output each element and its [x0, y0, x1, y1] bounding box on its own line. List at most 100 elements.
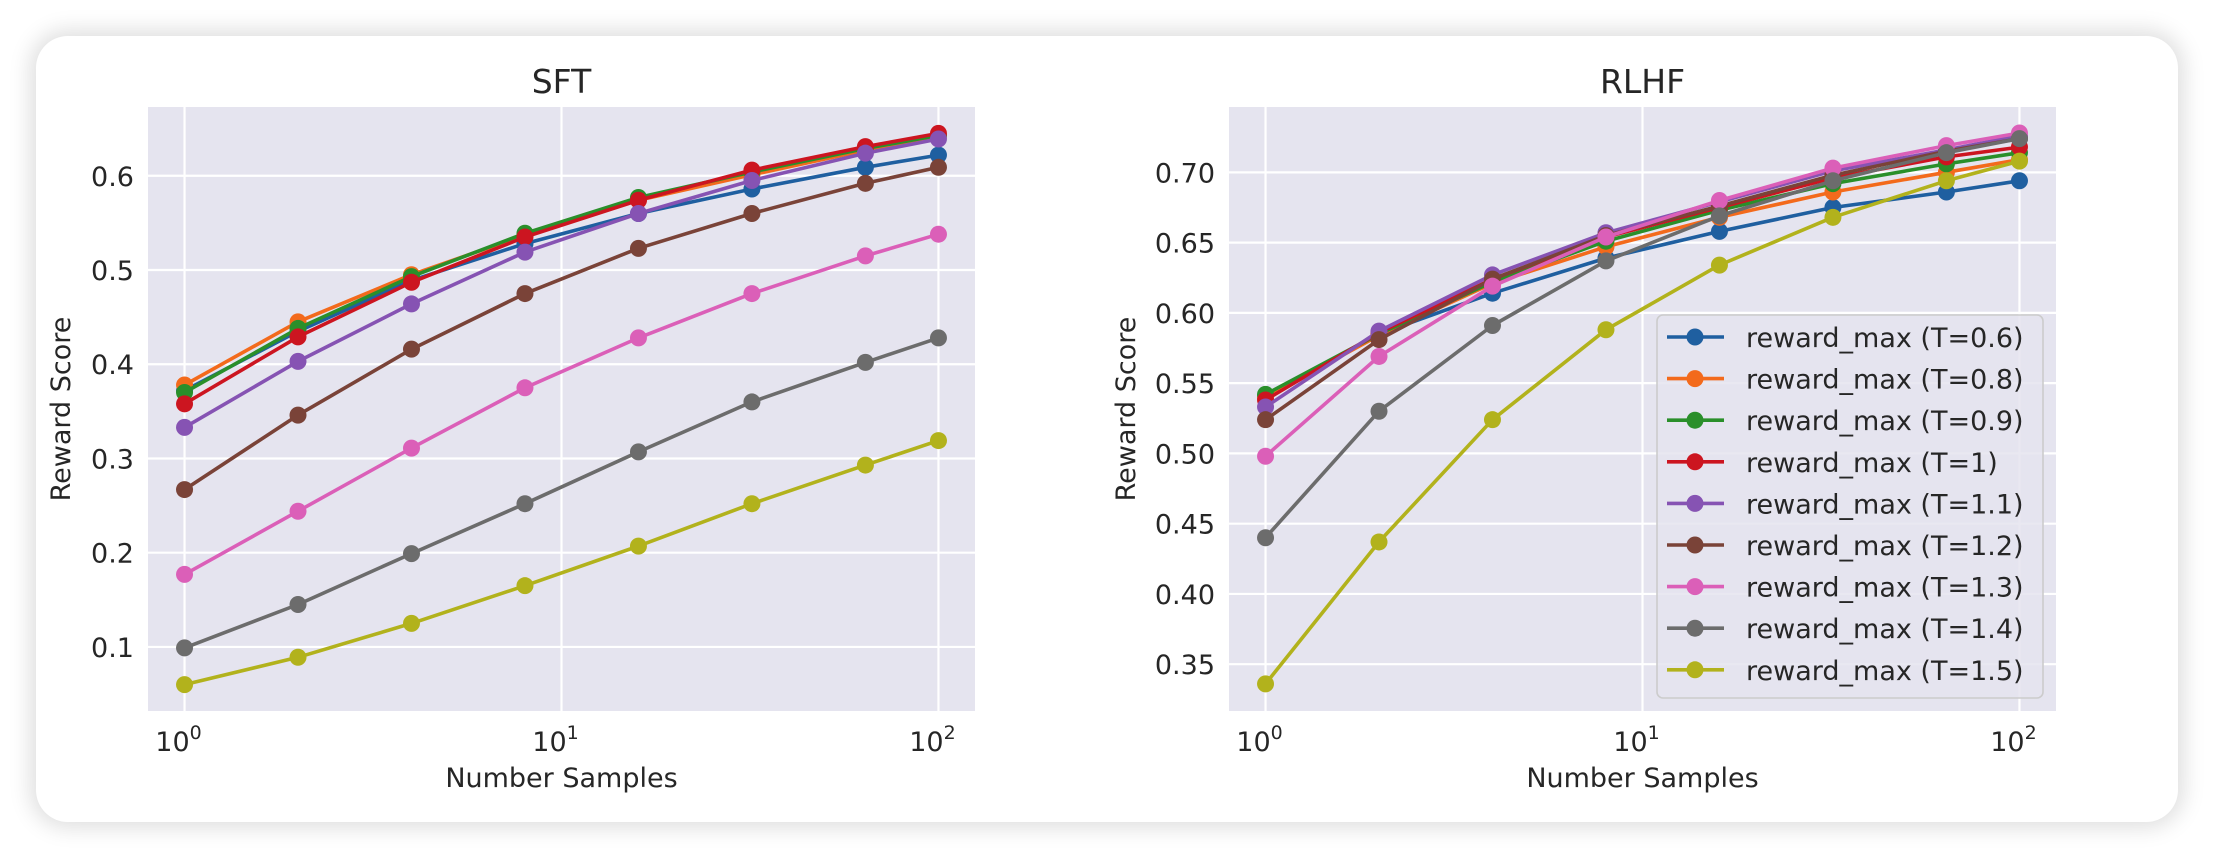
data-point [176, 395, 194, 413]
data-point [402, 614, 420, 632]
x-tick-base: 10 [532, 727, 566, 758]
legend-marker-icon [1686, 411, 1704, 429]
data-point [2010, 130, 2028, 148]
data-point [1257, 411, 1275, 429]
legend-marker-icon [1686, 578, 1704, 596]
x-axis-label: Number Samples [445, 763, 677, 794]
data-point [629, 191, 647, 209]
data-point [289, 328, 307, 346]
data-point [2010, 152, 2028, 170]
data-point [629, 204, 647, 222]
data-point [856, 144, 874, 162]
series-reward-max-t-1-2 [176, 158, 947, 499]
data-point [629, 239, 647, 257]
legend-item: reward_max (T=1.4) [1667, 614, 2024, 645]
data-point [1257, 675, 1275, 693]
chart-title: SFT [532, 62, 592, 101]
x-tick-label: 100 [1236, 722, 1282, 758]
x-tick-exponent: 1 [1648, 722, 1660, 744]
data-point [1824, 159, 1842, 177]
data-point [516, 577, 534, 595]
data-point [929, 225, 947, 243]
legend-label: reward_max (T=1.3) [1746, 573, 2024, 604]
x-tick-exponent: 2 [944, 722, 956, 744]
x-tick-label: 102 [909, 722, 955, 758]
series-reward-max-t-1-5 [176, 432, 947, 694]
data-point [856, 456, 874, 474]
y-axis-label: Reward Score [1111, 317, 1142, 502]
legend-item: reward_max (T=1.2) [1667, 531, 2024, 562]
data-point [929, 146, 947, 164]
series-reward-max-t-1-4 [176, 329, 947, 657]
data-point [1257, 447, 1275, 465]
series-line [1264, 136, 2020, 539]
series-line [1264, 131, 2020, 458]
legend-label: reward_max (T=1) [1746, 448, 1998, 479]
data-point [629, 537, 647, 555]
data-point [402, 273, 420, 291]
legend-item: reward_max (T=1.3) [1667, 573, 2024, 604]
x-tick-label: 101 [532, 722, 578, 758]
data-point [402, 340, 420, 358]
x-tick-base: 10 [909, 727, 943, 758]
y-tick-label: 0.5 [91, 256, 134, 287]
data-point [402, 439, 420, 457]
data-point [629, 443, 647, 461]
data-point [1370, 533, 1388, 551]
legend-label: reward_max (T=1.4) [1746, 614, 2024, 645]
series-line [183, 131, 939, 406]
x-tick-label: 100 [155, 722, 201, 758]
data-point [1937, 144, 1955, 162]
data-point [2010, 172, 2028, 190]
legend-marker-icon [1686, 661, 1704, 679]
data-point [1710, 207, 1728, 225]
legend-marker-icon [1686, 453, 1704, 471]
x-tick-exponent: 2 [2025, 722, 2037, 744]
y-tick-label: 0.55 [1155, 369, 1215, 400]
y-tick-label: 0.3 [91, 444, 134, 475]
y-tick-label: 0.35 [1155, 650, 1215, 681]
series-line [183, 153, 939, 393]
legend-item: reward_max (T=1.1) [1667, 489, 2024, 520]
legend-label: reward_max (T=1.2) [1746, 531, 2024, 562]
series-line [183, 165, 939, 492]
data-point [402, 545, 420, 563]
data-point [1257, 398, 1275, 416]
data-point [176, 565, 194, 583]
series-line [183, 137, 939, 429]
data-point [1370, 347, 1388, 365]
data-point [289, 502, 307, 520]
data-point [176, 418, 194, 436]
legend-label: reward_max (T=1.1) [1746, 489, 2024, 520]
data-point [1597, 228, 1615, 246]
x-tick-exponent: 0 [1271, 722, 1283, 744]
y-tick-label: 0.2 [91, 539, 134, 570]
data-point [1710, 222, 1728, 240]
series-reward-max-t-1-3 [1257, 124, 2028, 465]
y-tick-label: 0.1 [91, 633, 134, 664]
legend-marker-icon [1686, 494, 1704, 512]
y-axis-label: Reward Score [46, 317, 77, 502]
data-point [516, 495, 534, 513]
data-point [856, 247, 874, 265]
data-point [929, 432, 947, 450]
y-tick-label: 0.40 [1155, 580, 1215, 611]
data-point [1370, 331, 1388, 349]
data-point [929, 158, 947, 176]
data-point [289, 648, 307, 666]
data-point [289, 352, 307, 370]
data-point [929, 329, 947, 347]
data-point [402, 295, 420, 313]
data-point [1483, 277, 1501, 295]
x-tick-label: 102 [1990, 722, 2036, 758]
series-reward-max-t-1-5 [1257, 152, 2028, 693]
legend-marker-icon [1686, 328, 1704, 346]
legend-item: reward_max (T=0.6) [1667, 323, 2024, 354]
data-point [176, 676, 194, 694]
series-line [183, 133, 939, 395]
data-point [856, 174, 874, 192]
series-reward-max-t-1-3 [176, 225, 947, 583]
legend-marker-icon [1686, 370, 1704, 388]
data-point [929, 130, 947, 148]
